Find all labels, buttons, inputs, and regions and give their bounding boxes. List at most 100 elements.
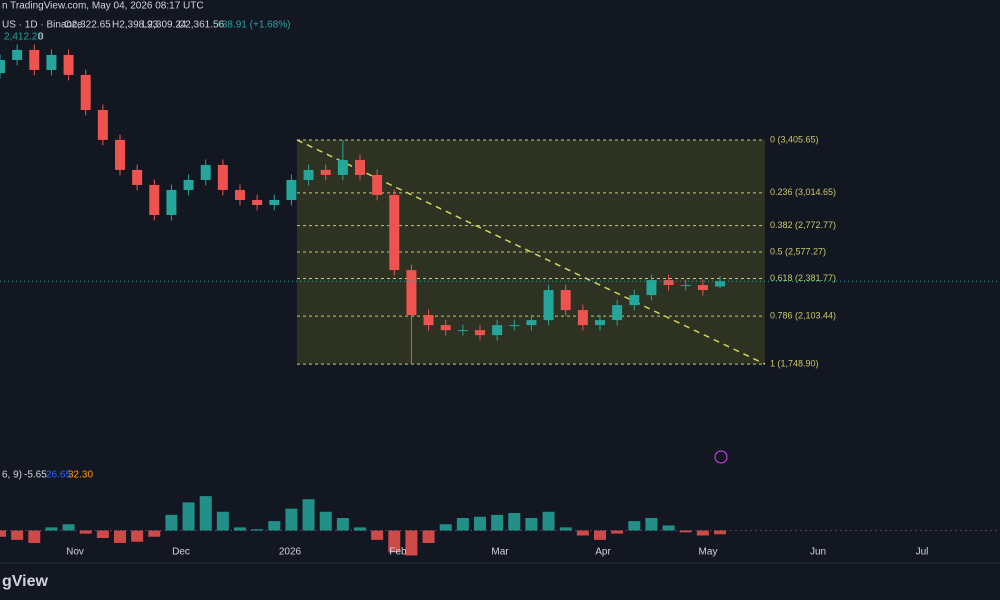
macd-bar xyxy=(11,530,24,540)
candle-body xyxy=(612,305,623,321)
hist-value: 32.30 xyxy=(68,470,93,481)
candle-body xyxy=(337,159,348,175)
macd-bar xyxy=(285,508,298,531)
macd-bar xyxy=(302,499,315,531)
macd-bar xyxy=(96,530,109,538)
candle-body xyxy=(200,164,211,180)
macd-bar xyxy=(525,518,538,531)
candle-body xyxy=(440,325,451,331)
macd-bar xyxy=(131,530,144,542)
candle-body xyxy=(132,169,143,185)
macd-bar xyxy=(474,516,486,531)
macd-bar xyxy=(714,530,726,535)
macd-bar xyxy=(696,530,709,536)
macd-value: -5.65 xyxy=(24,470,47,481)
candle-body xyxy=(629,295,640,306)
macd-bar xyxy=(45,527,58,531)
time-label: Mar xyxy=(491,547,509,558)
macd-bar xyxy=(439,524,452,531)
candle-body xyxy=(303,169,314,180)
macd-bar xyxy=(234,527,246,531)
candle-body xyxy=(543,290,554,321)
candle-body xyxy=(115,139,125,170)
candle-body xyxy=(29,49,40,70)
macd-bar xyxy=(0,530,6,537)
macd-bar xyxy=(62,524,75,531)
fib-label: 0.5 (2,577.27) xyxy=(770,246,826,256)
candle-body xyxy=(680,285,691,287)
macd-bar xyxy=(319,511,332,531)
source: n TradingView.com, May 04, 2026 08:17 UT… xyxy=(2,1,204,12)
brand: gView xyxy=(2,573,49,590)
macd-bar xyxy=(182,502,195,531)
candle-body xyxy=(715,281,725,287)
macd-bar xyxy=(456,518,469,531)
macd-bar xyxy=(148,530,161,537)
candle-body xyxy=(166,189,177,215)
candle-body xyxy=(320,169,331,175)
macd-bar xyxy=(405,530,418,556)
time-label: Feb xyxy=(389,547,407,558)
macd-bar xyxy=(165,514,178,531)
indicator: 2,412.28 xyxy=(4,32,43,43)
candle-body xyxy=(492,325,503,336)
macd-bar xyxy=(679,530,692,533)
candle-body xyxy=(12,49,23,60)
fib-label: 0 (3,405.65) xyxy=(770,134,819,144)
macd-bar xyxy=(594,530,606,540)
symbol: US · 1D · Binance xyxy=(2,20,83,31)
time-label: May xyxy=(699,547,718,558)
open: O2,322.65 xyxy=(64,20,111,31)
candle-body xyxy=(269,199,280,205)
fib-label: 0.786 (2,103.44) xyxy=(770,310,836,320)
fib-label: 0.382 (2,772.77) xyxy=(770,220,836,230)
candle-body xyxy=(560,290,571,311)
macd-bar xyxy=(388,530,401,553)
macd-bar xyxy=(28,530,41,543)
candle-body xyxy=(286,179,297,200)
candle-body xyxy=(577,310,588,326)
candle-body xyxy=(526,320,537,326)
candle-body xyxy=(663,280,674,286)
time-label: Nov xyxy=(66,547,84,558)
fib-label: 0.618 (2,381.77) xyxy=(770,273,836,283)
candle-body xyxy=(389,194,400,271)
trend-line xyxy=(296,139,766,365)
candle-body xyxy=(97,109,108,140)
candle-body xyxy=(595,320,605,326)
macd-bar xyxy=(576,530,589,536)
candle-body xyxy=(0,59,5,74)
candle-body xyxy=(183,179,194,190)
macd-bar xyxy=(371,530,384,540)
candle-body xyxy=(509,325,520,327)
change: +38.91 (+1.68%) xyxy=(216,20,291,31)
macd-bar xyxy=(251,529,264,531)
macd-bar xyxy=(662,525,675,531)
macd-bar xyxy=(114,530,126,543)
candle-body xyxy=(80,74,91,110)
fib-label: 1 (1,748.90) xyxy=(770,358,819,368)
candle-body xyxy=(252,199,263,205)
macd-bar xyxy=(542,511,555,531)
alert-icon[interactable] xyxy=(714,450,728,464)
signal-value: 26.65 xyxy=(46,470,71,481)
macd-bar xyxy=(268,521,281,531)
macd-bar xyxy=(645,518,658,531)
candle-body xyxy=(406,270,417,316)
candle-body xyxy=(457,330,468,332)
time-label: Apr xyxy=(595,547,611,558)
time-label: Jun xyxy=(810,547,826,558)
high: H2,398.93 xyxy=(112,20,159,31)
macd-bar xyxy=(199,496,212,531)
candle-body xyxy=(217,164,228,190)
low: L2,309.24 xyxy=(142,20,187,31)
candle-body xyxy=(355,159,365,175)
indicator-extra: 0 xyxy=(38,32,44,43)
candle-body xyxy=(423,315,434,326)
time-label: Jul xyxy=(916,547,929,558)
macd-bar xyxy=(611,530,624,534)
candle-body xyxy=(63,54,74,75)
fib-label: 0.236 (3,014.65) xyxy=(770,187,836,197)
